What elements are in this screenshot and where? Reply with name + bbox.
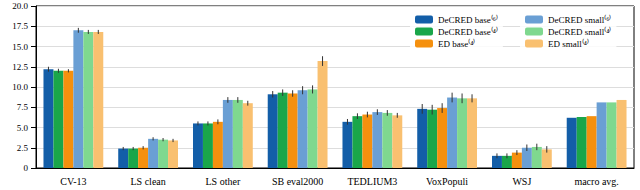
svg-text:DeCRED base⁽⁶⁾: DeCRED base⁽⁶⁾ bbox=[438, 14, 498, 25]
svg-text:LS clean: LS clean bbox=[130, 176, 165, 187]
svg-text:5.0: 5.0 bbox=[17, 123, 29, 133]
svg-text:LS other: LS other bbox=[206, 176, 241, 187]
svg-text:0: 0 bbox=[24, 163, 29, 173]
svg-text:2.5: 2.5 bbox=[17, 143, 29, 153]
svg-text:SB eval2000: SB eval2000 bbox=[272, 176, 323, 187]
svg-text:17.5: 17.5 bbox=[12, 21, 28, 31]
svg-text:20.0: 20.0 bbox=[12, 1, 28, 11]
svg-text:DeCRED small⁽⁶⁾: DeCRED small⁽⁶⁾ bbox=[548, 14, 611, 25]
svg-text:ED small⁽⁴⁾: ED small⁽⁴⁾ bbox=[548, 38, 589, 49]
svg-text:TEDLIUM3: TEDLIUM3 bbox=[347, 176, 397, 187]
svg-text:WSJ: WSJ bbox=[512, 176, 531, 187]
svg-text:7.5: 7.5 bbox=[17, 102, 29, 112]
svg-text:DeCRED small⁽⁴⁾: DeCRED small⁽⁴⁾ bbox=[548, 26, 611, 37]
svg-text:10.0: 10.0 bbox=[12, 82, 28, 92]
svg-text:CV-13: CV-13 bbox=[60, 176, 86, 187]
svg-text:DeCRED base⁽⁴⁾: DeCRED base⁽⁴⁾ bbox=[438, 26, 498, 37]
svg-text:macro avg.: macro avg. bbox=[574, 176, 618, 187]
svg-text:VoxPopuli: VoxPopuli bbox=[426, 176, 468, 187]
svg-text:12.5: 12.5 bbox=[12, 62, 28, 72]
svg-text:15.0: 15.0 bbox=[12, 42, 28, 52]
svg-text:ED base⁽⁴⁾: ED base⁽⁴⁾ bbox=[438, 38, 475, 49]
